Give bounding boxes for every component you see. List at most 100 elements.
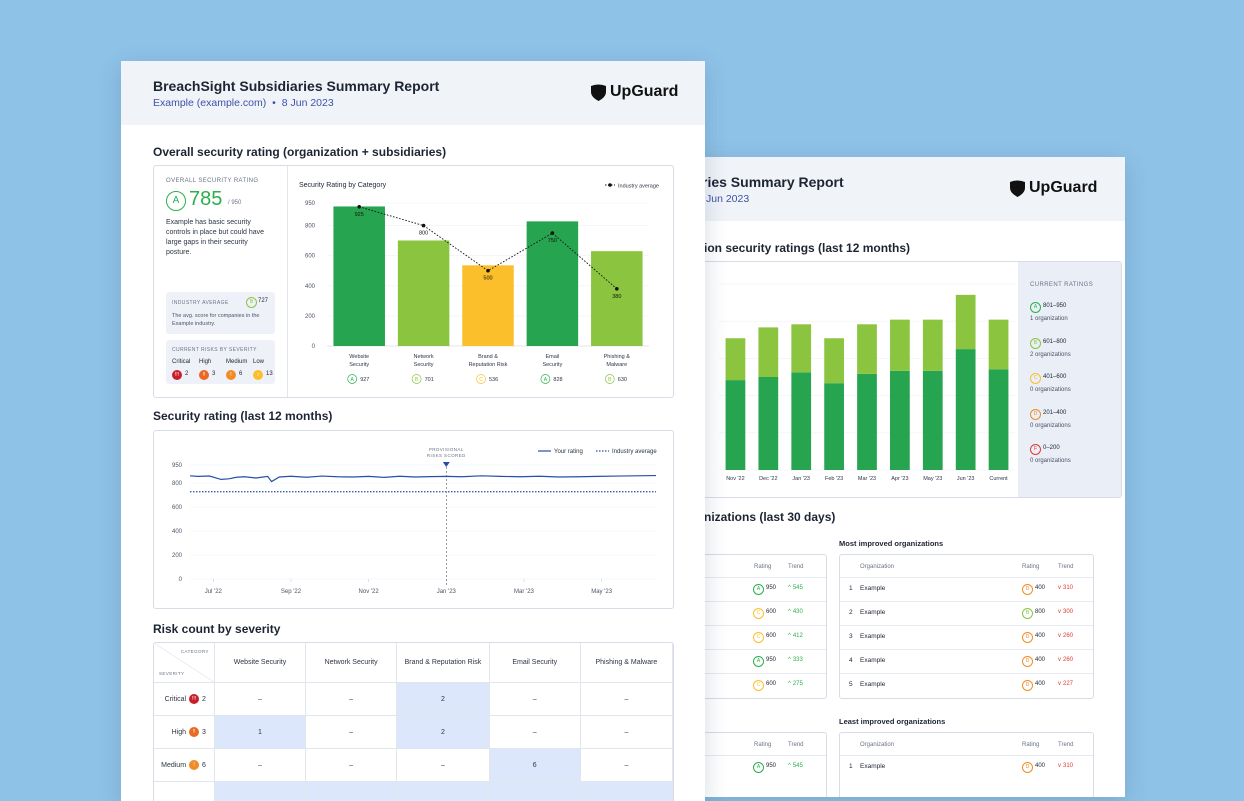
legend-grade-badge: C: [1030, 373, 1041, 384]
industry-average-box: INDUSTRY AVERAGE B 727 The avg. score fo…: [166, 292, 275, 334]
category-bar: [333, 206, 385, 346]
back-logo-text: UpGuard: [1029, 179, 1097, 197]
col-trend-header: Trend: [788, 564, 803, 570]
risk-table-cell: –: [214, 749, 305, 782]
table-row-divider: [696, 755, 826, 756]
category-label: Phishing &: [604, 354, 631, 360]
row-score: 400: [1035, 585, 1045, 591]
row-grade-badge: C: [753, 632, 764, 643]
row-grade-badge: A: [753, 584, 764, 595]
table-row-divider: [840, 601, 1093, 602]
table-row-divider: [840, 649, 1093, 650]
legend-grade-badge: F: [1030, 444, 1041, 455]
trend-up-icon: ^: [788, 657, 791, 663]
month-label: Dec '22: [759, 476, 777, 482]
legend-range: 401–600: [1043, 374, 1066, 380]
severity-low-icon: i: [253, 370, 263, 380]
table-row-divider: [696, 649, 826, 650]
back-report-subtitle: Jun 2023: [706, 193, 749, 205]
row-trend-value: 545: [793, 585, 803, 591]
risk-severity-label: Low: [253, 359, 264, 365]
row-grade-badge: A: [753, 762, 764, 773]
stacked-bar-b: [923, 320, 943, 371]
risk-table-row: Medium!6–––6–: [154, 749, 673, 782]
col-rating-header: Rating: [1022, 564, 1039, 570]
legend-count: 0 organizations: [1030, 387, 1071, 393]
industry-average-point: [615, 287, 619, 291]
industry-grade-badge: B: [246, 297, 257, 308]
severity-critical-icon: !!!: [189, 694, 199, 704]
y-tick-label: 600: [172, 505, 183, 511]
row-trend-value: 260: [1063, 657, 1073, 663]
risk-row-label: Critical: [165, 696, 186, 703]
category-score: 927: [360, 377, 369, 383]
row-trend-value: 260: [1063, 633, 1073, 639]
section-risk-count-title: Risk count by severity: [153, 622, 280, 636]
row-grade-badge: D: [1022, 656, 1033, 667]
month-label: May '23: [923, 476, 942, 482]
row-trend-value: 412: [793, 633, 803, 639]
trend-down-icon: v: [1058, 633, 1061, 639]
table-row-divider: [840, 577, 1093, 578]
row-score: 950: [766, 585, 776, 591]
stacked-bar-a: [923, 371, 943, 470]
stacked-bar-b: [857, 324, 877, 374]
risk-table-column-header: Brand & Reputation Risk: [397, 643, 489, 683]
risk-severity-label: High: [199, 359, 211, 365]
upguard-shield-icon: [1010, 180, 1025, 197]
row-trend: ^275: [788, 681, 803, 687]
row-grade-badge: C: [753, 680, 764, 691]
risk-table-cell: [580, 782, 672, 801]
risk-table-cell: –: [306, 749, 397, 782]
risk-row-count: 3: [202, 729, 206, 736]
trend-down-icon: v: [1058, 585, 1061, 591]
legend-grade-badge: B: [1030, 338, 1041, 349]
section-12months-title: Security rating (last 12 months): [153, 409, 332, 423]
legend-count: 0 organizations: [1030, 458, 1071, 464]
logo-text: UpGuard: [610, 83, 678, 101]
risk-row-count: 2: [202, 696, 206, 703]
severity-medium-icon: !: [226, 370, 236, 380]
provisional-marker-icon: [443, 462, 450, 467]
legend-grade-badge: D: [1030, 409, 1041, 420]
x-tick-label: Jul '22: [205, 589, 223, 595]
row-trend-value: 310: [1063, 763, 1073, 769]
current-risks-label: CURRENT RISKS BY SEVERITY: [172, 347, 257, 353]
stacked-bar-b: [791, 324, 811, 372]
stacked-bar-a: [824, 383, 844, 470]
risk-table-row: [154, 782, 673, 801]
industry-score: 727: [258, 298, 268, 304]
legend-count: 1 organization: [1030, 316, 1068, 322]
category-score: 828: [553, 377, 562, 383]
risk-table-cell: [489, 782, 580, 801]
row-rank: 5: [849, 681, 853, 688]
report-title: BreachSight Subsidiaries Summary Report: [153, 78, 439, 94]
row-grade-badge: A: [753, 656, 764, 667]
risk-severity-count: 3: [212, 371, 215, 377]
col-org-header: Organization: [860, 564, 894, 570]
overall-score: 785: [189, 188, 222, 211]
risk-table-column-header: Website Security: [214, 643, 305, 683]
stacked-bar-b: [989, 320, 1009, 370]
legend-range: 801–950: [1043, 303, 1066, 309]
trend-down-icon: v: [1058, 763, 1061, 769]
upguard-shield-icon: [591, 84, 606, 101]
risk-severity-count: 6: [239, 371, 242, 377]
overall-rating-card: OVERALL SECURITY RATING A 785 / 950 Exam…: [153, 165, 674, 398]
front-report-header: BreachSight Subsidiaries Summary Report …: [121, 61, 705, 125]
industry-average-label: 380: [612, 294, 621, 300]
row-trend: ^430: [788, 609, 803, 615]
legend-industry-marker: [608, 183, 612, 187]
x-tick-label: Sep '22: [281, 589, 302, 595]
col-org-header: Organization: [860, 742, 894, 748]
y-tick-label: 0: [312, 344, 316, 350]
category-label: Security: [414, 362, 434, 368]
subtitle-separator: •: [272, 97, 276, 109]
risk-table-column-header: Network Security: [306, 643, 397, 683]
